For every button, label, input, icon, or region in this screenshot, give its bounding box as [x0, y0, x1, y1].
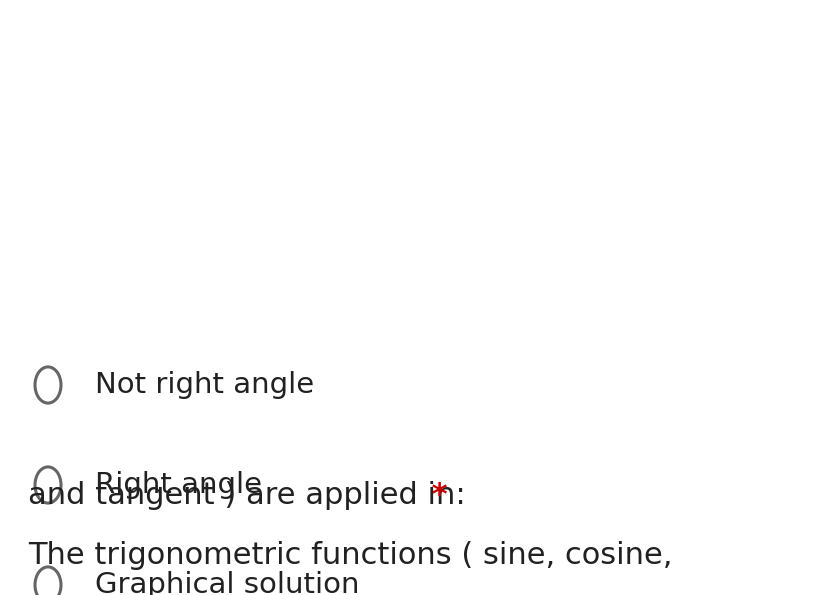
- Text: *: *: [420, 481, 447, 509]
- Text: The trigonometric functions ( sine, cosine,: The trigonometric functions ( sine, cosi…: [28, 540, 672, 569]
- Text: Graphical solution: Graphical solution: [95, 571, 359, 595]
- Text: Not right angle: Not right angle: [95, 371, 313, 399]
- Text: and tangent ) are applied in:: and tangent ) are applied in:: [28, 481, 465, 509]
- Text: Right angle: Right angle: [95, 471, 261, 499]
- Ellipse shape: [35, 567, 61, 595]
- Ellipse shape: [35, 367, 61, 403]
- Ellipse shape: [35, 467, 61, 503]
